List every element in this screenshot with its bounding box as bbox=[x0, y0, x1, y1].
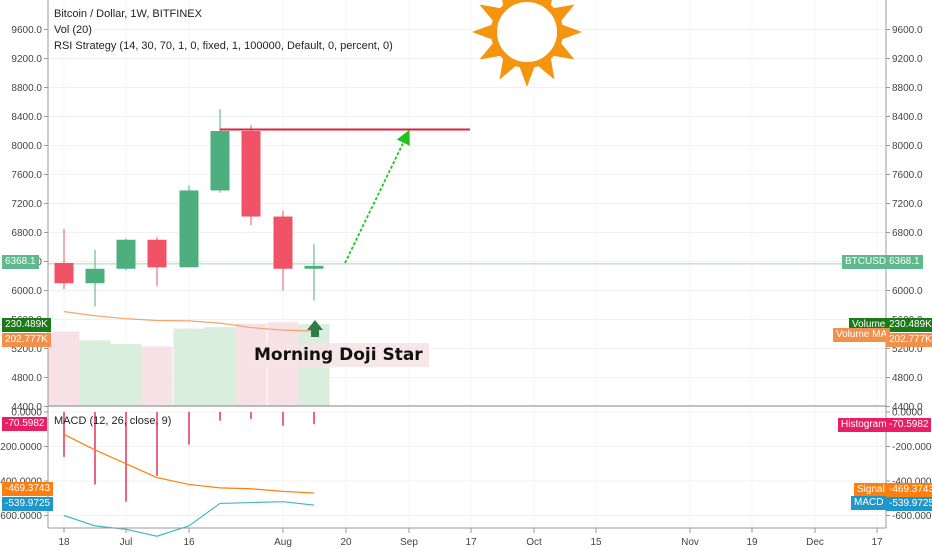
price-tick-label-right: 6800.0 bbox=[892, 228, 923, 239]
signal-line bbox=[63, 433, 315, 494]
volume-ma-label-tag: Volume MA bbox=[833, 328, 891, 342]
price-tick-label-left: 8800.0 bbox=[11, 83, 42, 94]
last-price-tag-left: 6368.1 bbox=[2, 255, 39, 269]
price-tick-label-right: 9200.0 bbox=[892, 54, 923, 65]
macd-panel bbox=[63, 412, 315, 537]
macd-tick-label-right: -200.0000 bbox=[892, 442, 932, 453]
drawings[interactable] bbox=[220, 0, 582, 337]
volume-bar bbox=[48, 331, 80, 406]
up-arrow-icon bbox=[307, 320, 323, 337]
pattern-annotation[interactable]: Morning Doji Star bbox=[248, 343, 429, 367]
candle-body bbox=[116, 239, 136, 269]
macd-tick-label-right: 0.0000 bbox=[892, 408, 923, 419]
rsi-legend[interactable]: RSI Strategy (14, 30, 70, 1, 0, fixed, 1… bbox=[54, 40, 393, 52]
volume-bar bbox=[79, 340, 111, 406]
candle-body bbox=[241, 131, 261, 217]
time-tick-label: 17 bbox=[465, 537, 477, 548]
volume-legend[interactable]: Vol (20) bbox=[54, 24, 92, 36]
histogram-label-tag: Histogram bbox=[838, 418, 890, 432]
signal-tag-left: -469.3743 bbox=[2, 482, 54, 496]
price-tick-label-right: 6000.0 bbox=[892, 286, 923, 297]
price-tick-label-right: 8800.0 bbox=[892, 83, 923, 94]
time-tick-label: 18 bbox=[58, 537, 70, 548]
time-tick-label: Aug bbox=[274, 537, 292, 548]
candle-body bbox=[85, 268, 105, 284]
projection-arrow bbox=[344, 129, 410, 264]
macd-tick-label-left: -600.0000 bbox=[0, 511, 42, 522]
price-tick-label-left: 6800.0 bbox=[11, 228, 42, 239]
time-tick-label: Oct bbox=[526, 537, 542, 548]
time-tick-label: Jul bbox=[120, 537, 133, 548]
volume-bar bbox=[173, 328, 205, 406]
candle-body bbox=[179, 190, 199, 268]
price-tick-label-right: 9600.0 bbox=[892, 25, 923, 36]
histogram-tag-left: -70.5982 bbox=[2, 417, 48, 431]
time-tick-label: 16 bbox=[183, 537, 195, 548]
time-tick-label: 15 bbox=[590, 537, 602, 548]
price-tick-label-right: 7600.0 bbox=[892, 170, 923, 181]
price-tick-label-left: 8400.0 bbox=[11, 112, 42, 123]
signal-tag-right: -469.3743 bbox=[886, 483, 932, 497]
candle-body bbox=[147, 239, 167, 268]
candle-body bbox=[210, 131, 230, 191]
price-tick-label-left: 9200.0 bbox=[11, 54, 42, 65]
price-tick-label-left: 5200.0 bbox=[11, 344, 42, 355]
price-tick-label-right: 4800.0 bbox=[892, 373, 923, 384]
chart-title: Bitcoin / Dollar, 1W, BITFINEX bbox=[54, 8, 202, 20]
time-tick-label: Dec bbox=[806, 537, 824, 548]
macd-tag-left: -539.9725 bbox=[2, 497, 54, 511]
macd-tag-right: -539.9725 bbox=[886, 497, 932, 511]
volume-ma-tag-right: 202.777K bbox=[886, 333, 932, 347]
volume-ma-line bbox=[63, 311, 315, 332]
volume-ma-tag-left: 202.777K bbox=[2, 333, 51, 347]
last-price-tag-right: 6368.1 bbox=[886, 255, 923, 269]
price-tick-label-left: 7200.0 bbox=[11, 199, 42, 210]
time-tick-label: Sep bbox=[400, 537, 418, 548]
macd-tick-label-left: -200.0000 bbox=[0, 442, 42, 453]
macd-label-tag: MACD bbox=[851, 496, 887, 510]
candles[interactable] bbox=[54, 109, 324, 307]
signal-label-tag: Signal bbox=[854, 483, 888, 497]
time-tick-label: 17 bbox=[871, 537, 883, 548]
volume-tag-right: 230.489K bbox=[886, 318, 932, 332]
time-tick-label: 20 bbox=[340, 537, 352, 548]
price-tick-label-right: 7200.0 bbox=[892, 199, 923, 210]
macd-tick-label-right: -400.0000 bbox=[892, 477, 932, 488]
histogram-tag-right: -70.5982 bbox=[886, 418, 932, 432]
volume-bar bbox=[204, 327, 236, 406]
time-tick-label: Nov bbox=[681, 537, 699, 548]
price-tick-label-right: 5200.0 bbox=[892, 344, 923, 355]
price-tick-label-left: 6000.0 bbox=[11, 286, 42, 297]
sun-icon bbox=[472, 0, 582, 87]
price-tick-label-left: 4400.0 bbox=[11, 402, 42, 413]
candle-body bbox=[54, 262, 74, 284]
macd-line bbox=[63, 501, 315, 537]
macd-tick-label-right: -600.0000 bbox=[892, 511, 932, 522]
price-tick-label-left: 8000.0 bbox=[11, 141, 42, 152]
price-tick-label-left: 9600.0 bbox=[11, 25, 42, 36]
price-tick-label-right: 8000.0 bbox=[892, 141, 923, 152]
time-tick-label: 19 bbox=[746, 537, 758, 548]
candle-body bbox=[273, 216, 293, 269]
volume-bar bbox=[141, 346, 173, 406]
sun-disc bbox=[491, 0, 563, 68]
price-tick-label-left: 4800.0 bbox=[11, 373, 42, 384]
grid bbox=[48, 0, 886, 528]
candle-body bbox=[304, 265, 324, 269]
volume-bars bbox=[48, 322, 330, 406]
volume-ma-layer bbox=[63, 311, 315, 332]
price-tick-label-right: 4400.0 bbox=[892, 402, 923, 413]
price-tick-label-left: 7600.0 bbox=[11, 170, 42, 181]
symbol-tag: BTCUSD bbox=[842, 255, 890, 269]
price-tick-label-right: 8400.0 bbox=[892, 112, 923, 123]
volume-bar bbox=[110, 343, 142, 406]
volume-tag-left: 230.489K bbox=[2, 318, 51, 332]
macd-tick-label-left: 0.0000 bbox=[11, 408, 42, 419]
macd-legend[interactable]: MACD (12, 26, close, 9) bbox=[54, 415, 172, 427]
